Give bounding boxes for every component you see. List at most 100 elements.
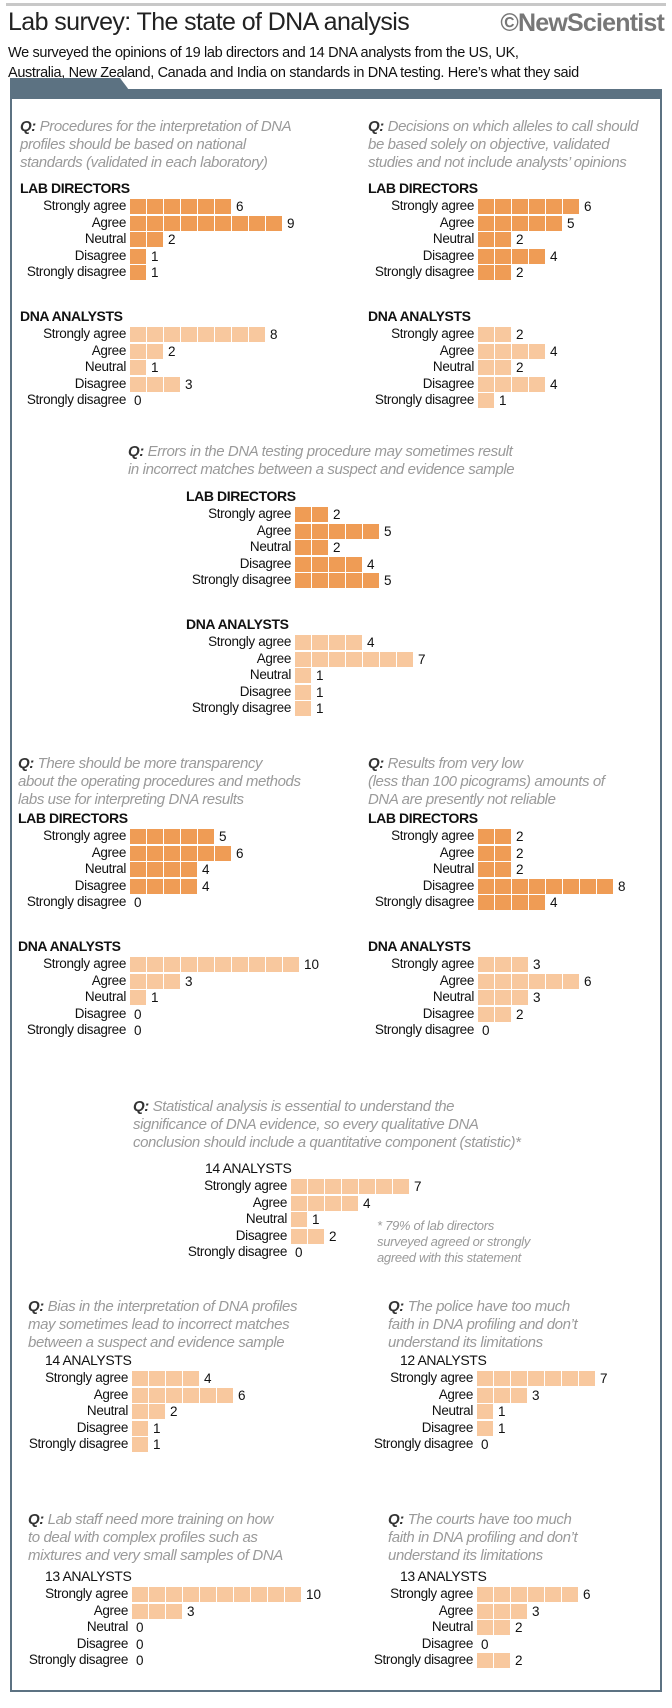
question-line-text: significance of DNA evidence, so every q… bbox=[133, 1116, 479, 1133]
bar-cell bbox=[329, 635, 345, 650]
bar-cell bbox=[329, 573, 345, 588]
bar-cell bbox=[147, 215, 163, 231]
bar-cell bbox=[291, 1195, 307, 1211]
response-label: Strongly agree bbox=[208, 506, 291, 521]
value-label: 9 bbox=[287, 215, 295, 231]
bar-cell bbox=[217, 1587, 233, 1602]
bar-cell bbox=[342, 1195, 358, 1211]
bar-cell bbox=[164, 376, 180, 392]
question-line: to deal with complex profiles such as bbox=[28, 1529, 283, 1547]
bar-cell bbox=[291, 1212, 307, 1227]
bar-cell bbox=[181, 199, 197, 214]
footnote: * 79% of lab directors surveyed agreed or… bbox=[377, 1218, 530, 1266]
bar-cell bbox=[562, 1371, 578, 1386]
value-label: 0 bbox=[482, 1023, 490, 1038]
bar-cell bbox=[183, 1371, 199, 1386]
bar-cell bbox=[149, 1387, 165, 1403]
response-label: Agree bbox=[439, 844, 475, 860]
question-line: conclusion should include a quantitative… bbox=[133, 1134, 521, 1152]
bar-cell bbox=[529, 215, 545, 231]
response-label: Neutral bbox=[84, 231, 126, 246]
question-line-text: understand its limitations bbox=[388, 1547, 543, 1564]
bar-cell bbox=[512, 248, 528, 264]
question-line: Q: Results from very low bbox=[368, 755, 605, 773]
value-label: 3 bbox=[185, 973, 193, 989]
response-label: Strongly disagree bbox=[374, 264, 474, 279]
value-label: 0 bbox=[134, 895, 142, 910]
bar-cell bbox=[312, 635, 328, 650]
question-text: Q: Results from very low (less than 100 p… bbox=[368, 755, 605, 809]
response-label: Agree bbox=[91, 972, 127, 988]
value-label: 1 bbox=[316, 701, 324, 716]
bar-cell bbox=[478, 393, 494, 408]
response-label: Agree bbox=[91, 214, 127, 230]
bar-cell bbox=[232, 957, 248, 972]
bar-cell bbox=[130, 990, 146, 1005]
bar-cell bbox=[215, 845, 231, 861]
value-label: 0 bbox=[481, 1636, 489, 1652]
bar-cell bbox=[308, 1179, 324, 1194]
response-label: Disagree bbox=[422, 247, 475, 263]
question-text: Q: Errors in the DNA testing procedure m… bbox=[128, 443, 515, 479]
bar-cell bbox=[495, 845, 511, 861]
bar-cell bbox=[130, 845, 146, 861]
bar-cell bbox=[291, 1179, 307, 1194]
value-label: 8 bbox=[270, 327, 278, 342]
bar-cell bbox=[478, 343, 494, 359]
question-line-text: in incorrect matches between a suspect a… bbox=[128, 461, 515, 478]
group-title: LAB DIRECTORS bbox=[18, 810, 128, 826]
bar-cell bbox=[215, 199, 231, 214]
bar-cell bbox=[308, 1195, 324, 1211]
question-line-text: profiles should be based on national bbox=[20, 136, 246, 153]
response-label: Agree bbox=[438, 1386, 474, 1402]
question-line-text: be based solely on objective, validated bbox=[368, 136, 610, 153]
bar-cell bbox=[546, 878, 562, 894]
bar-cell bbox=[329, 651, 345, 667]
bar-cell bbox=[181, 957, 197, 972]
value-label: 2 bbox=[168, 232, 176, 247]
bar-cell bbox=[181, 862, 197, 877]
response-label: Disagree bbox=[421, 1635, 474, 1651]
bar-cell bbox=[132, 1371, 148, 1386]
response-label: Agree bbox=[252, 1194, 288, 1210]
response-label: Agree bbox=[93, 1602, 129, 1618]
new-scientist-logo: ©NewScientist bbox=[500, 9, 664, 37]
bar-cell bbox=[495, 895, 511, 910]
response-label: Strongly disagree bbox=[374, 894, 474, 909]
question-line: understand its limitations bbox=[388, 1547, 577, 1565]
bar-cell bbox=[149, 1603, 165, 1619]
bar-cell bbox=[494, 1371, 510, 1386]
bar-cell bbox=[495, 376, 511, 392]
question-line-text: faith in DNA profiling and don’t bbox=[388, 1529, 578, 1546]
question-line-text: Lab staff need more training on how bbox=[47, 1511, 274, 1528]
question-prefix: Q: bbox=[133, 1098, 149, 1115]
bar-cell bbox=[285, 1587, 301, 1602]
bar-cell bbox=[164, 957, 180, 972]
response-label: Neutral bbox=[432, 231, 474, 246]
response-label: Neutral bbox=[249, 539, 291, 554]
response-label: Strongly agree bbox=[391, 956, 474, 971]
value-label: 5 bbox=[384, 523, 392, 539]
response-label: Strongly disagree bbox=[374, 392, 474, 407]
group-title: DNA ANALYSTS bbox=[18, 938, 121, 954]
bar-cell bbox=[346, 651, 362, 667]
bar-cell bbox=[494, 1603, 510, 1619]
bar-cell bbox=[512, 343, 528, 359]
value-label: 6 bbox=[583, 1587, 591, 1602]
bar-cell bbox=[198, 327, 214, 342]
value-label: 3 bbox=[532, 1387, 540, 1403]
value-label: 0 bbox=[136, 1653, 144, 1668]
value-label: 2 bbox=[516, 360, 524, 375]
question-line: studies and not include analysts’ opinio… bbox=[368, 154, 638, 172]
question-line: DNA are presently not reliable bbox=[368, 791, 605, 809]
bar-cell bbox=[477, 1587, 493, 1602]
page-title: Lab survey: The state of DNA analysis bbox=[8, 8, 410, 36]
bar-cell bbox=[478, 376, 494, 392]
group-title: 14 ANALYSTS bbox=[205, 1160, 292, 1176]
question-prefix: Q: bbox=[20, 118, 36, 135]
bar-cell bbox=[477, 1653, 493, 1668]
bar-cell bbox=[529, 199, 545, 214]
bar-cell bbox=[295, 523, 311, 539]
response-label: Disagree bbox=[239, 555, 292, 571]
value-label: 4 bbox=[367, 635, 375, 650]
